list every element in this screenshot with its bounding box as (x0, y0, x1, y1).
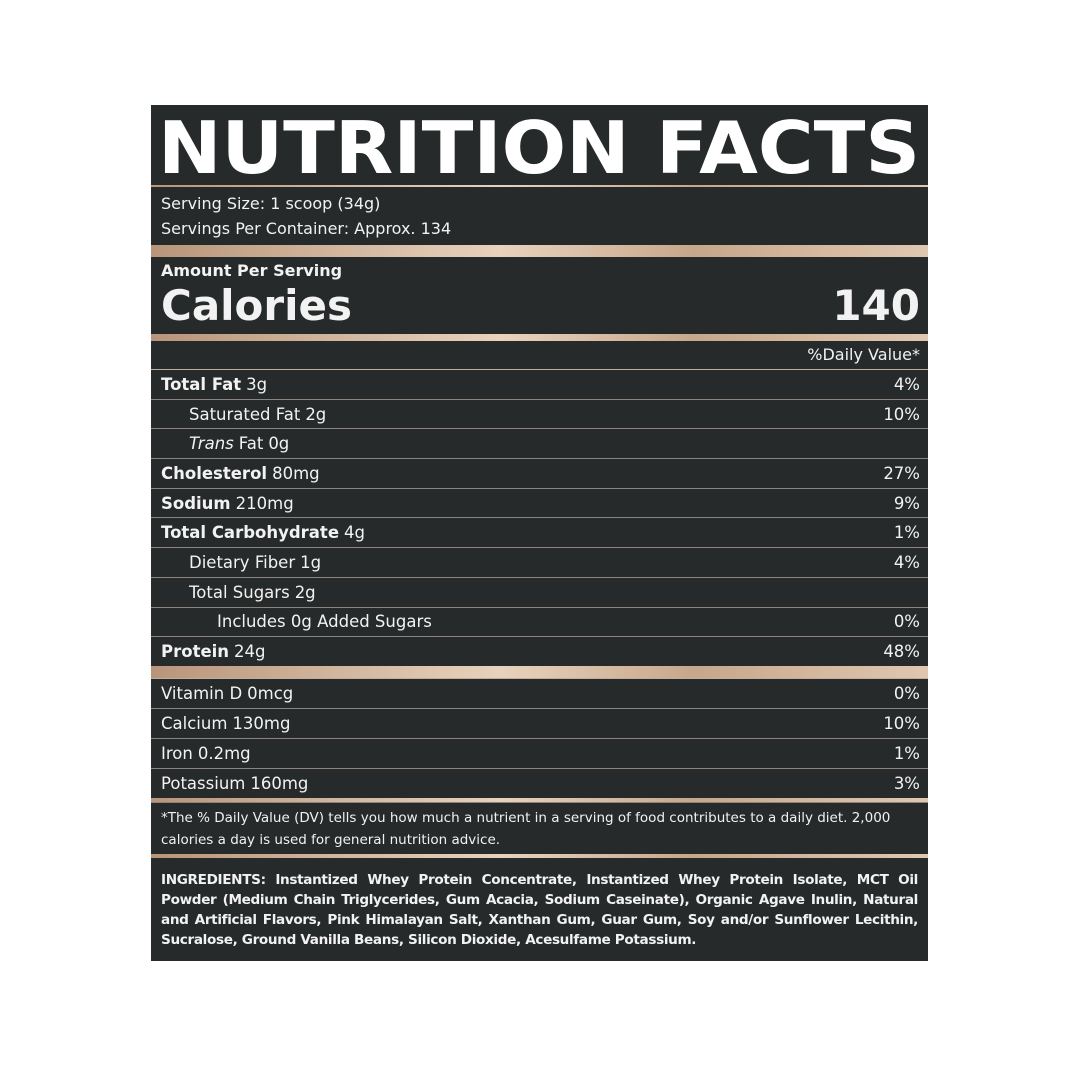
daily-value: 3% (893, 773, 920, 793)
daily-value: 9% (893, 493, 920, 513)
daily-value: 27% (883, 463, 920, 483)
nutrient-row: Iron 0.2mg 1% (151, 737, 928, 768)
nutrient-row: Calcium 130mg 10% (151, 707, 928, 738)
nutrient-name: Total Fat (161, 374, 242, 394)
nutrient-row: Total Carbohydrate 4g 1% (151, 517, 928, 547)
divider (151, 797, 928, 802)
divider (151, 245, 928, 257)
nutrient-row: Potassium 160mg 3% (151, 767, 928, 798)
nutrient-name-italic: Trans (189, 434, 234, 454)
nutrient-amount: 24g (234, 642, 266, 662)
nutrient-name: Cholesterol (161, 463, 268, 483)
nutrient-amount: 2g (294, 582, 316, 602)
nutrient-amount: 0g (268, 434, 290, 454)
nutrient-row: Vitamin D 0mcg 0% (151, 677, 928, 708)
nutrient-row: Protein 24g 48% (151, 636, 928, 666)
nutrient-row: Total Sugars 2g (151, 576, 928, 607)
daily-value: 0% (893, 683, 920, 703)
nutrient-name: Includes 0g Added Sugars (217, 612, 432, 632)
nutrient-amount: 0.2mg (197, 743, 251, 763)
daily-value: 10% (883, 713, 920, 733)
nutrient-row: Includes 0g Added Sugars 0% (151, 606, 928, 637)
divider (151, 853, 928, 858)
nutrient-amount: 2g (305, 404, 327, 424)
calories-section: Amount Per Serving Calories 140 (151, 257, 928, 334)
divider (151, 665, 928, 678)
nutrient-name: Iron (161, 743, 193, 763)
nutrient-amount: 3g (246, 374, 268, 394)
vitamin-list: Vitamin D 0mcg 0% Calcium 130mg 10% Iron 0.2mg 1… (151, 677, 928, 798)
nutrient-name: Fat (238, 434, 264, 454)
serving-size: Serving Size: 1 scoop (34g) (161, 194, 381, 213)
nutrient-name: Sodium (161, 493, 231, 513)
nutrient-list: Total Fat 3g 4% Saturated Fat 2g 10% Trans Fat 0… (151, 369, 928, 666)
daily-value: 4% (893, 552, 920, 572)
nutrient-amount: 0mcg (247, 683, 294, 703)
daily-value: 1% (893, 523, 920, 543)
daily-value-header: %Daily Value* (807, 345, 920, 364)
nutrient-row: Dietary Fiber 1g 4% (151, 547, 928, 577)
nutrient-amount: 210mg (235, 493, 294, 513)
nutrition-label: NUTRITION FACTS Serving Size: 1 scoop (3… (151, 105, 928, 961)
nutrient-amount: 80mg (272, 463, 320, 483)
nutrient-amount: 4g (344, 523, 365, 543)
nutrient-row: Cholesterol 80mg 27% (151, 458, 928, 488)
title: NUTRITION FACTS (158, 106, 920, 185)
nutrient-name: Protein (161, 642, 230, 662)
nutrient-name: Calcium (161, 713, 228, 733)
serving-info: Serving Size: 1 scoop (34g) Servings Per… (151, 187, 928, 245)
footnote: *The % Daily Value (DV) tells you how mu… (151, 801, 928, 854)
daily-value: 10% (883, 404, 920, 424)
ingredients: INGREDIENTS: Instantized Whey Protein Co… (161, 871, 918, 948)
calories-value: 140 (832, 281, 920, 330)
nutrient-name: Vitamin D (161, 683, 243, 703)
amount-heading: Amount Per Serving (161, 261, 343, 280)
nutrient-amount: 160mg (250, 773, 309, 793)
daily-value: 0% (893, 612, 920, 632)
nutrient-name: Total Sugars (189, 582, 290, 602)
nutrient-name: Total Carbohydrate (161, 523, 340, 543)
nutrient-name: Potassium (161, 773, 246, 793)
divider (151, 185, 928, 187)
daily-value: 4% (893, 374, 920, 394)
nutrient-amount: 130mg (232, 713, 291, 733)
servings-per-container: Servings Per Container: Approx. 134 (161, 219, 452, 238)
calories-label: Calories (161, 281, 353, 330)
nutrient-row: Trans Fat 0g (151, 428, 928, 458)
nutrient-name: Saturated Fat (189, 404, 301, 424)
nutrient-name: Dietary Fiber (189, 552, 296, 572)
nutrient-row: Total Fat 3g 4% (151, 369, 928, 399)
nutrient-row: Sodium 210mg 9% (151, 487, 928, 518)
nutrient-row: Saturated Fat 2g 10% (151, 398, 928, 429)
daily-value: 48% (883, 642, 920, 662)
title-box: NUTRITION FACTS (158, 106, 920, 185)
nutrient-amount: 1g (300, 552, 322, 572)
divider (151, 334, 928, 341)
daily-value: 1% (893, 743, 920, 763)
